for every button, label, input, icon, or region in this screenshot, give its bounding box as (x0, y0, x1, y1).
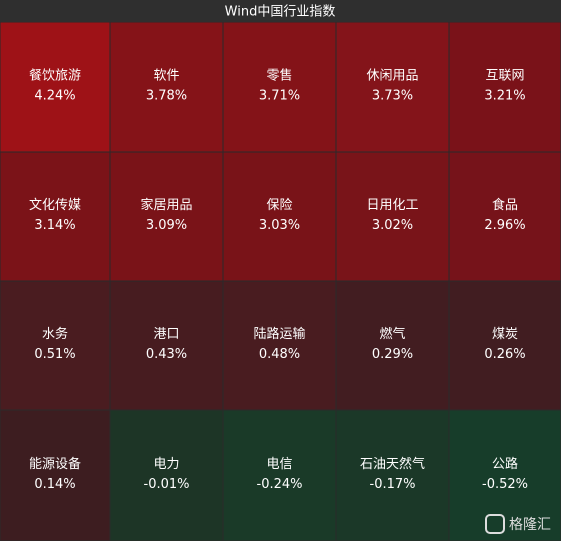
heat-cell (449, 281, 561, 410)
value-label: 0.14% (34, 477, 75, 492)
heat-cell (0, 410, 110, 541)
value-label: 3.73% (372, 89, 413, 104)
value-label: 3.78% (146, 89, 187, 104)
heat-cell (0, 281, 110, 410)
heat-cell (110, 281, 223, 410)
heat-cell (449, 410, 561, 541)
watermark-logo (485, 514, 505, 534)
heat-cell (110, 410, 223, 541)
chart-title: Wind中国行业指数 (225, 5, 336, 20)
heat-cell (449, 152, 561, 281)
heat-cell (336, 152, 449, 281)
cell-label: 能源设备 (29, 456, 81, 472)
cell-label: 文化传媒 (29, 198, 81, 213)
cell-label: 水务 (42, 326, 68, 342)
heat-cell (336, 281, 449, 410)
cell-label: 燃气 (379, 326, 405, 342)
cell-label: 软件 (153, 69, 179, 84)
cell-label: 港口 (153, 327, 179, 342)
value-label: 0.29% (372, 347, 413, 362)
heat-cell (110, 152, 223, 281)
value-label: -0.17% (370, 477, 416, 492)
cell-label: 电信 (266, 457, 292, 472)
heat-cell (223, 410, 336, 541)
cell-label: 家居用品 (140, 197, 192, 213)
cell-label: 互联网 (485, 69, 524, 84)
value-label: 3.09% (146, 218, 187, 233)
cell-label: 食品 (492, 197, 518, 213)
cell-label: 陆路运输 (253, 326, 305, 342)
value-label: 4.24% (34, 89, 75, 104)
value-label: 3.14% (34, 218, 75, 233)
value-label: 2.96% (484, 218, 525, 233)
heat-cell (0, 22, 110, 152)
heat-cell (223, 152, 336, 281)
value-label: 3.21% (484, 89, 525, 104)
value-label: -0.01% (144, 477, 190, 492)
heat-cell (223, 22, 336, 152)
heat-cell (336, 22, 449, 152)
watermark: 格隆汇 (509, 517, 551, 533)
value-label: 3.71% (259, 89, 300, 104)
cell-label: 休闲用品 (366, 69, 418, 84)
heat-cell (110, 22, 223, 152)
value-label: -0.24% (257, 477, 303, 492)
cell-label: 保险 (266, 198, 292, 213)
cell-label: 公路 (492, 456, 518, 472)
cell-label: 日用化工 (366, 198, 418, 213)
heat-cell (449, 22, 561, 152)
value-label: 3.02% (372, 218, 413, 233)
value-label: 0.48% (259, 347, 300, 362)
cell-label: 零售 (266, 68, 292, 84)
value-label: -0.52% (482, 477, 528, 492)
value-label: 0.26% (484, 347, 525, 362)
heat-cell (0, 152, 110, 281)
value-label: 3.03% (259, 218, 300, 233)
heat-cell (336, 410, 449, 541)
cell-label: 电力 (153, 457, 179, 472)
heat-cell (223, 281, 336, 410)
cell-label: 煤炭 (492, 327, 518, 342)
cell-label: 石油天然气 (360, 456, 425, 472)
value-label: 0.51% (34, 347, 75, 362)
cell-label: 餐饮旅游 (29, 68, 81, 84)
title-bar (0, 0, 561, 22)
value-label: 0.43% (146, 347, 187, 362)
